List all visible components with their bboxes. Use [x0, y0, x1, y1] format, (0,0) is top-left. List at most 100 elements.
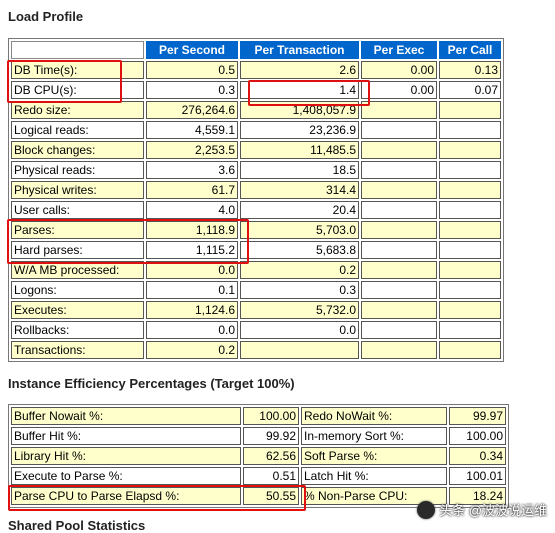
per-call-value [439, 281, 501, 299]
per-transaction-value [240, 341, 359, 359]
row-label: W/A MB processed: [11, 261, 144, 279]
row-label: Block changes: [11, 141, 144, 159]
row-label: DB Time(s): [11, 61, 144, 79]
row-label: Executes: [11, 301, 144, 319]
row-label: Logons: [11, 281, 144, 299]
per-call-value [439, 241, 501, 259]
per-exec-value: 0.00 [361, 61, 437, 79]
per-exec-value [361, 221, 437, 239]
per-transaction-value: 23,236.9 [240, 121, 359, 139]
table-row: Physical reads: 3.6 18.5 [11, 161, 501, 179]
per-call-value [439, 221, 501, 239]
next-section-title: Shared Pool Statistics [8, 518, 146, 533]
per-transaction-value: 1,408,057.9 [240, 101, 359, 119]
per-exec-value [361, 141, 437, 159]
per-second-value: 0.3 [146, 81, 238, 99]
per-transaction-value: 5,732.0 [240, 301, 359, 319]
per-exec-value [361, 181, 437, 199]
per-exec-value [361, 201, 437, 219]
table-row: Execute to Parse %: 0.51 Latch Hit %: 100.0… [11, 467, 506, 485]
per-exec-value: 0.00 [361, 81, 437, 99]
per-second-value: 0.5 [146, 61, 238, 79]
per-second-value: 1,118.9 [146, 221, 238, 239]
per-second-value: 0.0 [146, 261, 238, 279]
per-exec-value [361, 121, 437, 139]
per-second-value: 4.0 [146, 201, 238, 219]
toutiao-logo-icon [417, 500, 436, 519]
per-call-value [439, 321, 501, 339]
metric-label: Buffer Hit %: [11, 427, 241, 445]
table-row: DB CPU(s): 0.3 1.4 0.00 0.07 [11, 81, 501, 99]
per-exec-value [361, 261, 437, 279]
row-label: DB CPU(s): [11, 81, 144, 99]
metric-label: Soft Parse %: [301, 447, 447, 465]
row-label: Physical reads: [11, 161, 144, 179]
row-label: Hard parses: [11, 241, 144, 259]
table-row: Executes: 1,124.6 5,732.0 [11, 301, 501, 319]
table-row: User calls: 4.0 20.4 [11, 201, 501, 219]
metric-label: Redo NoWait %: [301, 407, 447, 425]
per-transaction-value: 0.3 [240, 281, 359, 299]
metric-value: 62.56 [243, 447, 299, 465]
per-call-value [439, 121, 501, 139]
instance-efficiency-title: Instance Efficiency Percentages (Target … [8, 376, 295, 391]
metric-value: 100.00 [449, 427, 506, 445]
watermark: 头条 @波波说运维 [417, 500, 547, 519]
table-header-row: Per Second Per Transaction Per Exec Per … [11, 41, 501, 59]
per-exec-value [361, 161, 437, 179]
per-second-value: 0.1 [146, 281, 238, 299]
header-per-exec: Per Exec [361, 41, 437, 59]
per-call-value: 0.07 [439, 81, 501, 99]
per-transaction-value: 2.6 [240, 61, 359, 79]
header-per-call: Per Call [439, 41, 501, 59]
metric-label: Buffer Nowait %: [11, 407, 241, 425]
per-transaction-value: 20.4 [240, 201, 359, 219]
instance-efficiency-table: Buffer Nowait %: 100.00 Redo NoWait %: 99.9… [8, 404, 509, 508]
metric-value: 100.01 [449, 467, 506, 485]
metric-label: Execute to Parse %: [11, 467, 241, 485]
metric-label: Library Hit %: [11, 447, 241, 465]
per-exec-value [361, 321, 437, 339]
per-transaction-value: 18.5 [240, 161, 359, 179]
row-label: Logical reads: [11, 121, 144, 139]
per-transaction-value: 11,485.5 [240, 141, 359, 159]
per-call-value [439, 261, 501, 279]
per-second-value: 276,264.6 [146, 101, 238, 119]
per-exec-value [361, 341, 437, 359]
table-row: Rollbacks: 0.0 0.0 [11, 321, 501, 339]
per-exec-value [361, 241, 437, 259]
table-row: Parses: 1,118.9 5,703.0 [11, 221, 501, 239]
per-transaction-value: 314.4 [240, 181, 359, 199]
metric-value: 100.00 [243, 407, 299, 425]
row-label: Parses: [11, 221, 144, 239]
table-row: Library Hit %: 62.56 Soft Parse %: 0.34 [11, 447, 506, 465]
per-transaction-value: 5,683.8 [240, 241, 359, 259]
row-label: Transactions: [11, 341, 144, 359]
row-label: Redo size: [11, 101, 144, 119]
metric-label: Latch Hit %: [301, 467, 447, 485]
metric-value: 50.55 [243, 487, 299, 505]
watermark-text: 头条 @波波说运维 [439, 503, 547, 518]
table-row: DB Time(s): 0.5 2.6 0.00 0.13 [11, 61, 501, 79]
metric-value: 99.92 [243, 427, 299, 445]
per-call-value [439, 201, 501, 219]
row-label: Rollbacks: [11, 321, 144, 339]
per-call-value: 0.13 [439, 61, 501, 79]
per-transaction-value: 0.0 [240, 321, 359, 339]
per-second-value: 1,115.2 [146, 241, 238, 259]
row-label: User calls: [11, 201, 144, 219]
row-label: Physical writes: [11, 181, 144, 199]
per-call-value [439, 341, 501, 359]
per-call-value [439, 161, 501, 179]
per-exec-value [361, 301, 437, 319]
table-row: Hard parses: 1,115.2 5,683.8 [11, 241, 501, 259]
table-row: Buffer Hit %: 99.92 In-memory Sort %: 100.0… [11, 427, 506, 445]
per-second-value: 1,124.6 [146, 301, 238, 319]
table-row: Parse CPU to Parse Elapsd %: 50.55% Non-P… [11, 487, 506, 505]
per-exec-value [361, 281, 437, 299]
table-row: Transactions: 0.2 [11, 341, 501, 359]
table-row: Logons: 0.1 0.3 [11, 281, 501, 299]
header-blank-cell [11, 41, 144, 59]
table-row: Logical reads: 4,559.1 23,236.9 [11, 121, 501, 139]
metric-label: In-memory Sort %: [301, 427, 447, 445]
